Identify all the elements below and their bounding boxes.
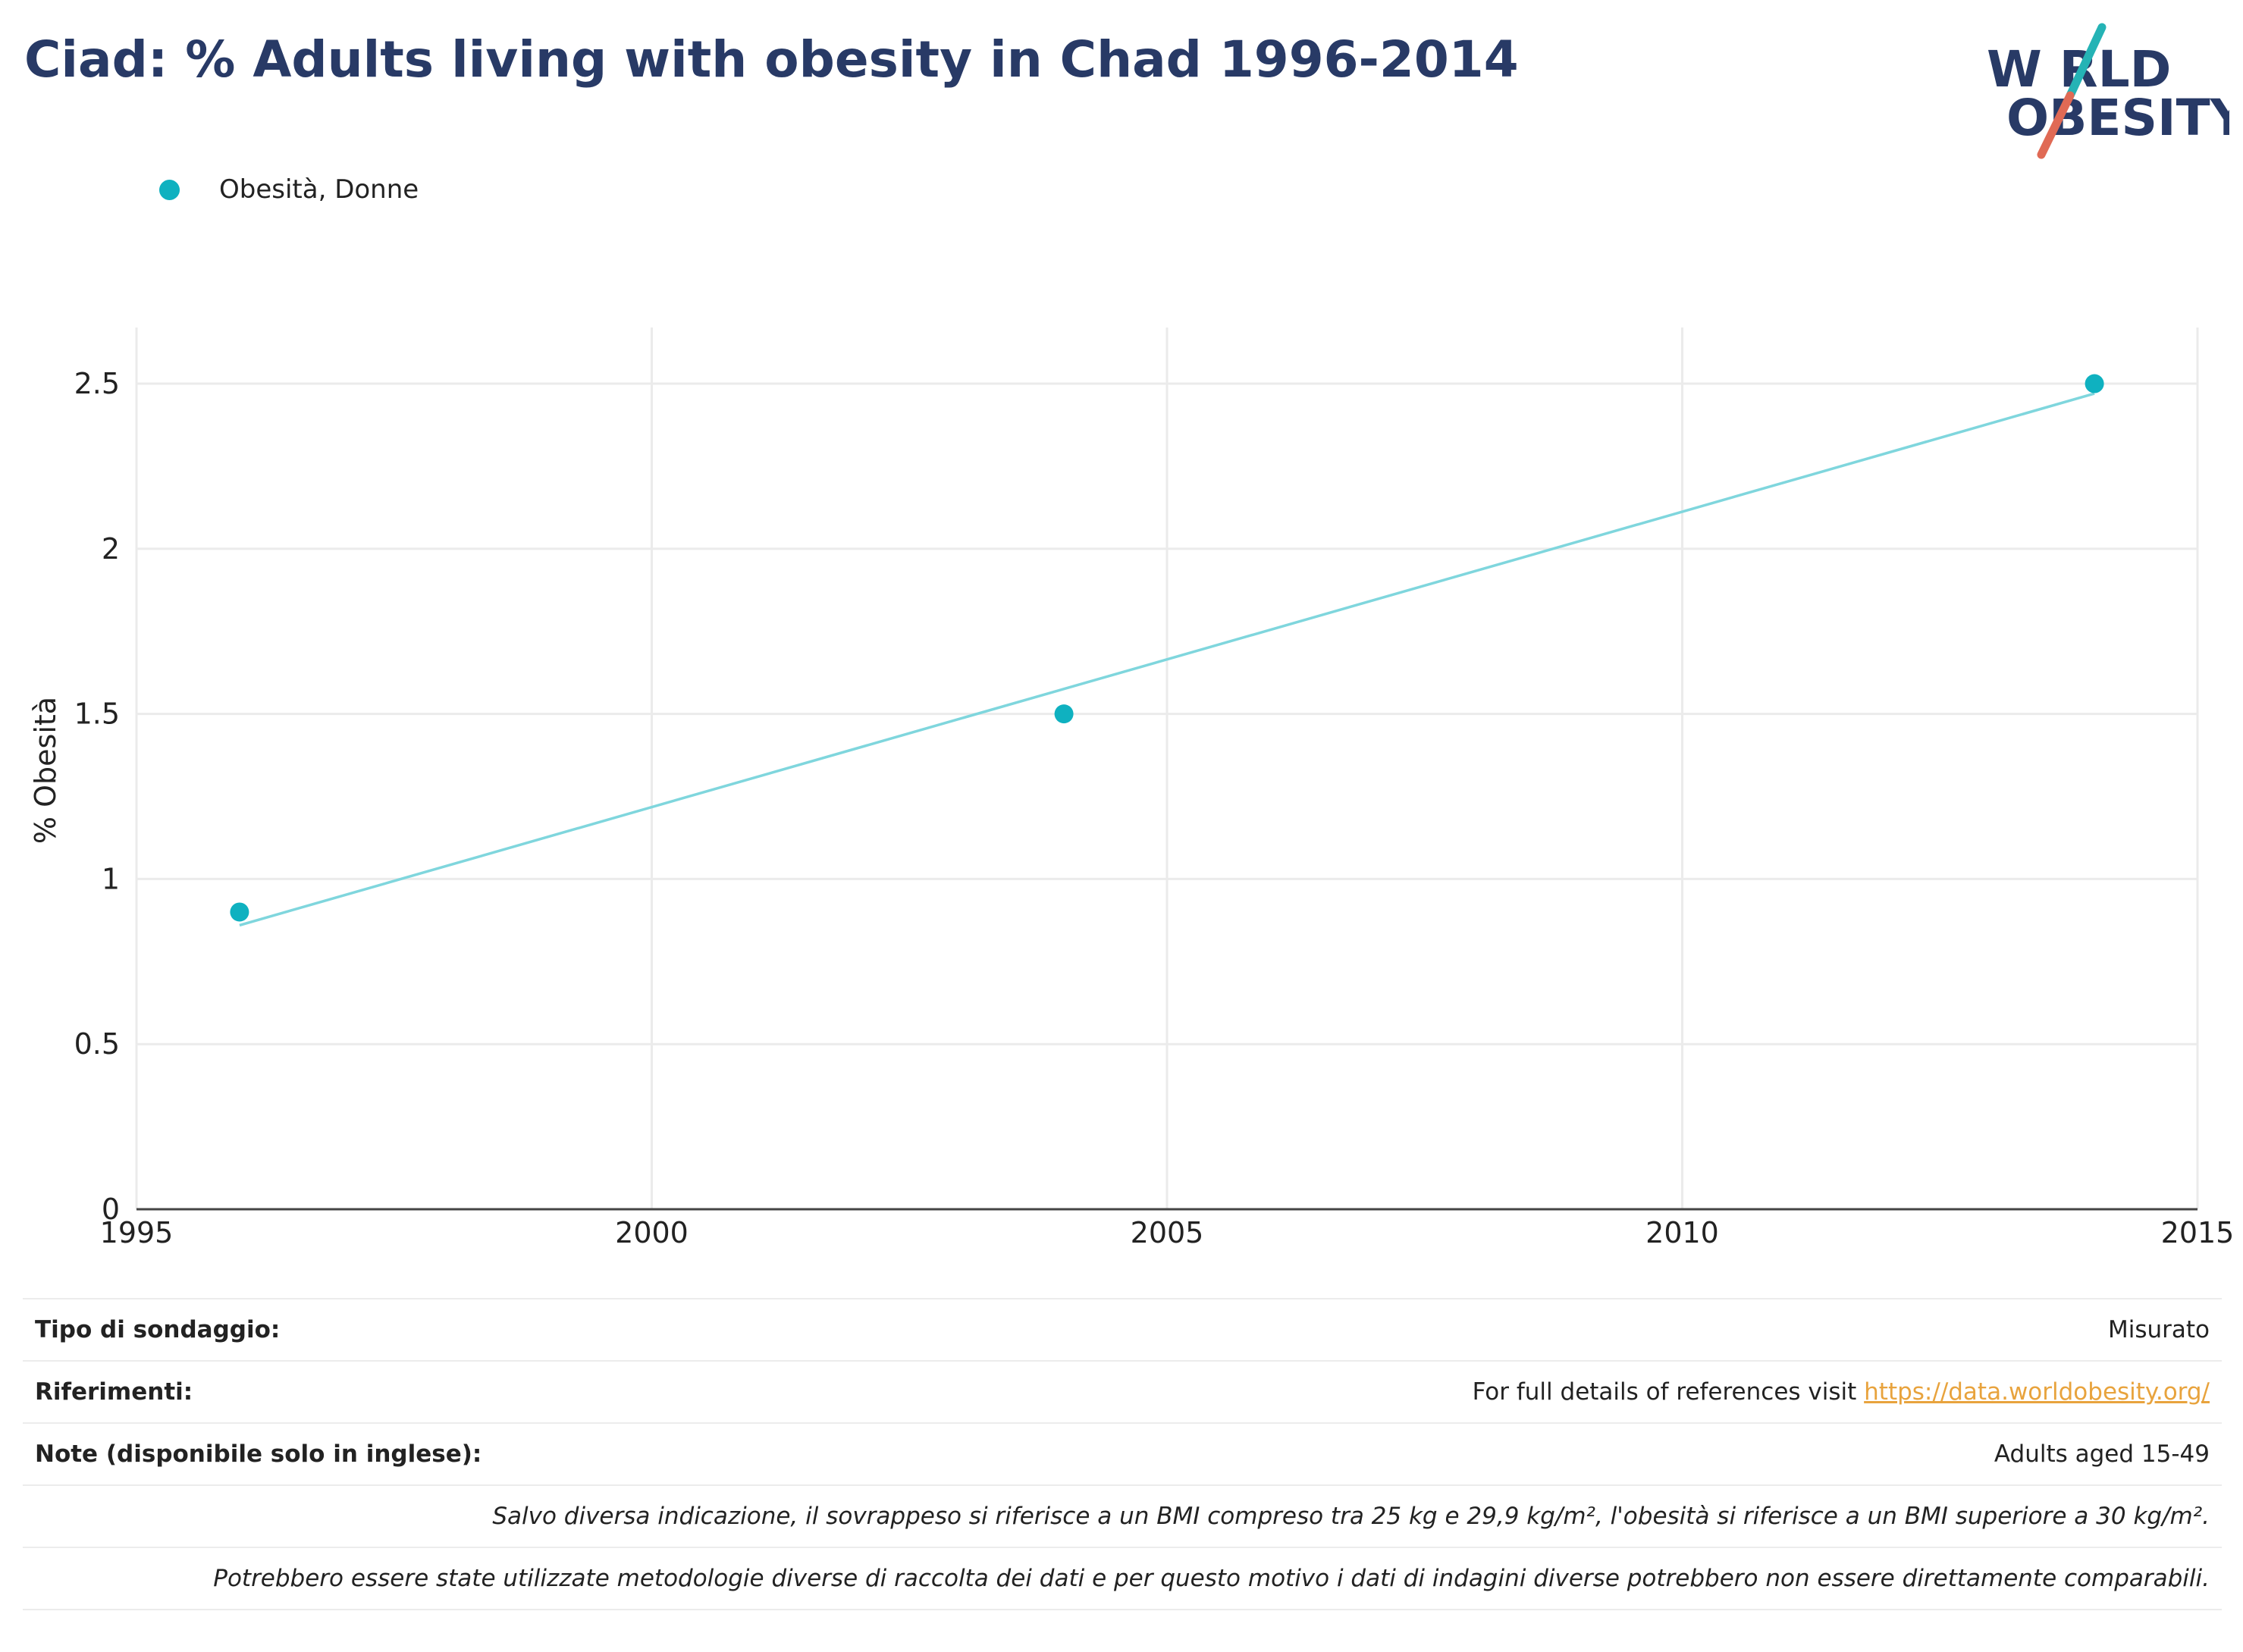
logo-slash-red [2037,91,2075,159]
x-tick-label: 2005 [1131,1216,1204,1249]
bmi-note-row: Salvo diversa indicazione, il sovrappeso… [23,1486,2222,1548]
notes-value: Adults aged 15-49 [1994,1440,2210,1468]
references-link[interactable]: https://data.worldobesity.org/ [1864,1378,2210,1406]
survey-type-row: Tipo di sondaggio: Misurato [23,1299,2222,1362]
data-point [2085,374,2104,393]
trend-line-layer [239,392,2095,927]
chart-legend: Obesità, Donne [159,173,419,206]
legend-marker [159,179,180,200]
logo-word-obesity: OBESITY [2006,89,2229,147]
legend-label: Obesità, Donne [219,174,419,205]
data-point [230,902,249,922]
references-text: For full details of references visit [1472,1378,1865,1406]
y-tick-label: 2 [102,532,120,566]
y-tick-label: 1.5 [74,697,120,731]
survey-type-value: Misurato [2107,1316,2210,1343]
info-table: Tipo di sondaggio: Misurato Riferimenti:… [23,1298,2222,1610]
y-axis: 0 0.5 1 1.5 2 2.5 [74,367,120,1226]
references-value: For full details of references visit htt… [1473,1378,2210,1406]
world-obesity-logo: W RLD OBESITY [1987,23,2229,159]
data-points [230,374,2104,922]
x-tick-label: 2015 [2161,1216,2235,1249]
notes-label: Note (disponibile solo in inglese): [35,1440,482,1468]
references-row: Riferimenti: For full details of referen… [23,1362,2222,1424]
methodology-note-row: Potrebbero essere state utilizzate metod… [23,1548,2222,1610]
x-tick-label: 2000 [615,1216,689,1249]
y-tick-label: 2.5 [74,367,120,400]
trend-line [239,392,2095,927]
x-tick-label: 1995 [100,1216,174,1249]
page-title: Ciad: % Adults living with obesity in Ch… [24,30,1519,89]
grid-lines [135,328,2199,1209]
survey-type-label: Tipo di sondaggio: [35,1316,281,1343]
x-axis: 1995 2000 2005 2010 2015 [100,1208,2235,1249]
y-tick-label: 0 [102,1193,120,1226]
x-tick-label: 2010 [1645,1216,1719,1249]
bmi-note: Salvo diversa indicazione, il sovrappeso… [492,1503,2210,1530]
data-point [1054,704,1074,724]
y-axis-label: % Obesità [29,696,62,845]
methodology-note: Potrebbero essere state utilizzate metod… [213,1565,2210,1592]
y-tick-label: 1 [102,862,120,895]
notes-row: Note (disponibile solo in inglese): Adul… [23,1424,2222,1486]
references-label: Riferimenti: [35,1378,193,1406]
y-tick-label: 0.5 [74,1027,120,1061]
logo-slash-teal [2066,23,2107,100]
obesity-scatter-chart: 1995 2000 2005 2010 2015 0 0.5 1 1.5 2 2.5 [74,328,2235,1249]
